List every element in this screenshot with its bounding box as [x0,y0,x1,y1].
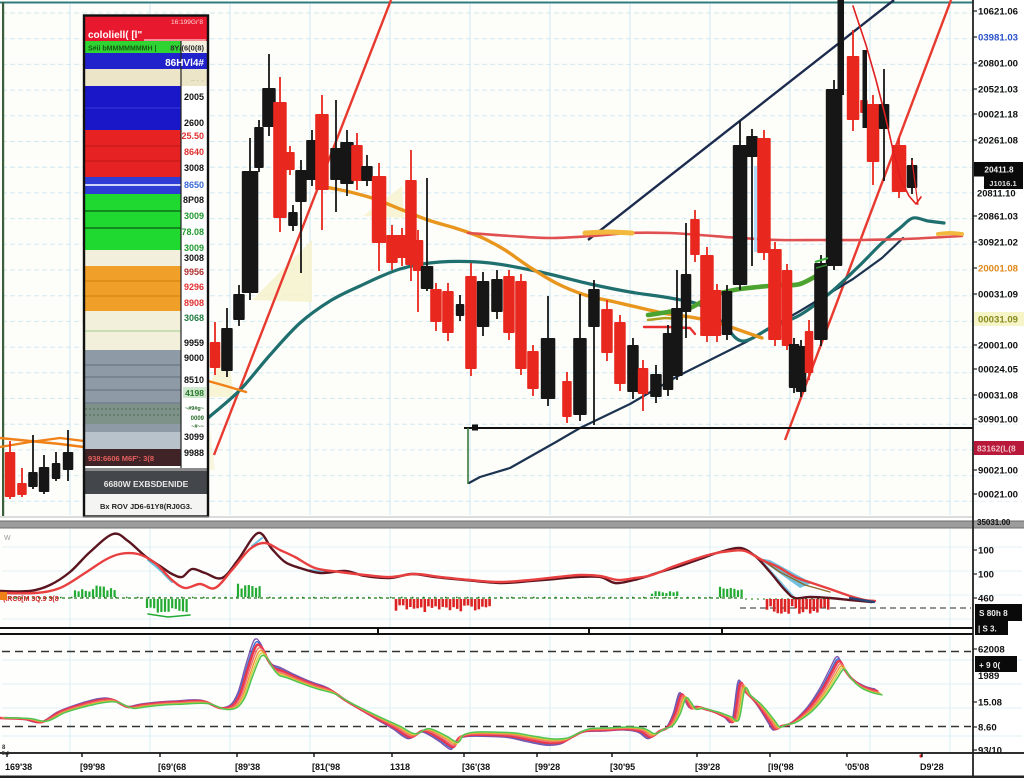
svg-text:[99'98: [99'98 [80,762,105,772]
svg-text:100: 100 [978,546,994,557]
svg-text:cololiell( [l": cololiell( [l" [88,30,142,41]
svg-text:[89'38: [89'38 [235,762,260,772]
svg-text:00031.09: 00031.09 [978,290,1018,301]
svg-text:00031.08: 00031.08 [978,391,1019,402]
svg-text:[99'28: [99'28 [535,762,560,772]
svg-text:6680W EXBSDENIDE: 6680W EXBSDENIDE [104,479,189,489]
svg-text:20861.03: 20861.03 [978,212,1018,223]
svg-text:'05'08: '05'08 [845,762,869,772]
svg-text:4198: 4198 [185,388,204,398]
svg-text:30901.00: 30901.00 [978,415,1018,426]
svg-text:| S 3.: | S 3. [978,625,997,634]
svg-text:938:6606 M6F': 3(8: 938:6606 M6F': 3(8 [88,454,154,463]
svg-text:1989: 1989 [978,671,999,682]
svg-text:00021.00: 00021.00 [978,490,1018,501]
svg-text:Bx ROV JD6-61Y8(RJ0G3.: Bx ROV JD6-61Y8(RJ0G3. [100,502,192,511]
svg-text:20001.08: 20001.08 [978,264,1019,275]
svg-text:3008: 3008 [184,253,204,263]
svg-text:20521.03: 20521.03 [978,85,1018,96]
svg-text:2600: 2600 [184,118,204,128]
svg-text:20801.00: 20801.00 [978,59,1018,70]
svg-text:9988: 9988 [184,448,204,458]
svg-text:8510: 8510 [184,375,204,385]
svg-text:5.4: 5.4 [2,751,9,757]
svg-text:90021.00: 90021.00 [978,466,1018,477]
svg-text:35031.00: 35031.00 [977,518,1011,527]
svg-text:3099: 3099 [184,432,204,442]
svg-text:20001.00: 20001.00 [978,341,1018,352]
svg-text:D9'28: D9'28 [920,762,944,772]
svg-text:3068: 3068 [184,313,204,323]
svg-text:00021.18: 00021.18 [978,110,1019,121]
svg-text:[30'95: [30'95 [610,762,635,772]
svg-text:[69'(68: [69'(68 [158,762,186,772]
svg-text:3008: 3008 [184,163,204,173]
svg-text:[36'(38: [36'(38 [462,762,490,772]
svg-text:83162(L(8: 83162(L(8 [977,444,1016,454]
svg-text:[81('98: [81('98 [312,762,340,772]
svg-text:86HVl4#: 86HVl4# [165,58,204,69]
svg-text:00024.05: 00024.05 [978,365,1019,376]
svg-text:2005: 2005 [184,92,204,102]
svg-text:25.50: 25.50 [181,131,204,141]
svg-text:00031.09: 00031.09 [978,315,1018,326]
svg-text:93/10: 93/10 [978,746,1002,757]
svg-text:S 80h 8: S 80h 8 [979,609,1008,618]
svg-text:8P08: 8P08 [183,195,204,205]
svg-text:03981.03: 03981.03 [978,33,1018,44]
svg-text:460: 460 [978,594,994,605]
svg-text:1318: 1318 [390,762,410,772]
svg-text:20411.8: 20411.8 [984,166,1014,175]
svg-text:100: 100 [978,570,994,581]
svg-text:20811.10: 20811.10 [977,188,1016,199]
svg-text:8908: 8908 [184,298,204,308]
svg-text:62008: 62008 [978,645,1005,656]
svg-text:[39'28: [39'28 [695,762,720,772]
svg-text:S#ii bMMMMMMMH |: S#ii bMMMMMMMH | [88,46,156,53]
svg-text:9000: 9000 [184,353,204,363]
svg-text:[I9('98: [I9('98 [768,762,794,772]
svg-text:8Y/(6(0(8): 8Y/(6(0(8) [170,44,204,53]
svg-text:J1016.1: J1016.1 [989,179,1017,188]
svg-text:8640: 8640 [184,147,204,157]
svg-text:9956: 9956 [184,267,204,277]
svg-text:9959: 9959 [184,338,204,348]
svg-text:W: W [4,535,11,542]
svg-text:169'38: 169'38 [5,762,32,772]
svg-text:16:199Gr'8: 16:199Gr'8 [171,19,203,26]
svg-text:3009: 3009 [184,211,204,221]
svg-text:~#9#g~: ~#9#g~ [185,406,204,412]
svg-text:0009: 0009 [191,416,205,422]
svg-text:~#~~: ~#~~ [191,424,204,430]
svg-text:-- - .-: -- - .- [191,78,204,84]
svg-text:9296: 9296 [184,282,204,292]
svg-text:30921.02: 30921.02 [978,238,1018,249]
svg-text:8: 8 [2,745,6,751]
svg-text:20261.08: 20261.08 [978,136,1019,147]
svg-text:8650: 8650 [184,180,204,190]
svg-text:10621.06: 10621.06 [978,7,1018,18]
svg-text:15.08: 15.08 [978,698,1003,709]
svg-text:3009: 3009 [184,243,204,253]
svg-text:(IRC6[M 3Q.9 3(8: (IRC6[M 3Q.9 3(8 [3,596,59,603]
svg-text:+ 9 0(: + 9 0( [979,661,1000,670]
svg-text:78.08: 78.08 [181,227,204,237]
svg-text:8.60: 8.60 [978,723,997,734]
